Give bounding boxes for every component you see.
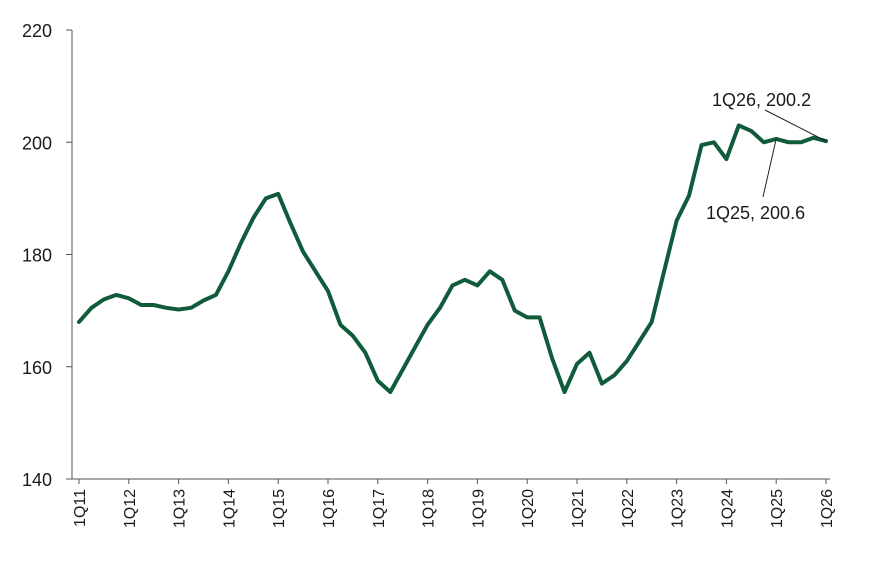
y-tick-label: 200 — [22, 133, 52, 153]
x-axis-ticks: 1Q11 1Q12 1Q13 1Q14 1Q15 1Q16 1Q17 1Q18 1Q19 1Q20… — [72, 479, 836, 528]
x-tick-label: 1Q12 — [122, 489, 139, 528]
x-tick-label: 1Q17 — [371, 489, 388, 528]
annotation-label-1q25: 1Q25, 200.6 — [706, 203, 805, 223]
plot-area — [77, 123, 828, 394]
x-tick-label: 1Q26 — [819, 489, 836, 528]
x-tick-label: 1Q23 — [670, 489, 687, 528]
y-tick-label: 160 — [22, 358, 52, 378]
annotations: 1Q26, 200.2 1Q25, 200.6 — [706, 90, 827, 223]
x-tick-label: 1Q25 — [769, 489, 786, 528]
y-tick-label: 220 — [22, 21, 52, 41]
x-tick-label: 1Q18 — [421, 489, 438, 528]
x-tick-label: 1Q15 — [271, 489, 288, 528]
x-tick-label: 1Q13 — [172, 489, 189, 528]
x-tick-label: 1Q22 — [620, 489, 637, 528]
x-tick-label: 1Q11 — [72, 489, 89, 527]
y-tick-label: 180 — [22, 246, 52, 266]
x-tick-label: 1Q14 — [221, 489, 238, 528]
y-axis-ticks: 140 160 180 200 220 — [22, 21, 72, 490]
annotation-leader-1q25 — [762, 138, 777, 198]
annotation-leader-1q26 — [764, 109, 827, 142]
annotation-label-1q26: 1Q26, 200.2 — [712, 90, 811, 110]
x-tick-label: 1Q21 — [570, 489, 587, 528]
x-tick-label: 1Q20 — [520, 489, 537, 528]
series-line — [77, 123, 828, 394]
y-tick-label: 140 — [22, 470, 52, 490]
x-tick-label: 1Q19 — [470, 489, 487, 528]
x-tick-label: 1Q16 — [321, 489, 338, 528]
x-tick-label: 1Q24 — [719, 489, 736, 528]
